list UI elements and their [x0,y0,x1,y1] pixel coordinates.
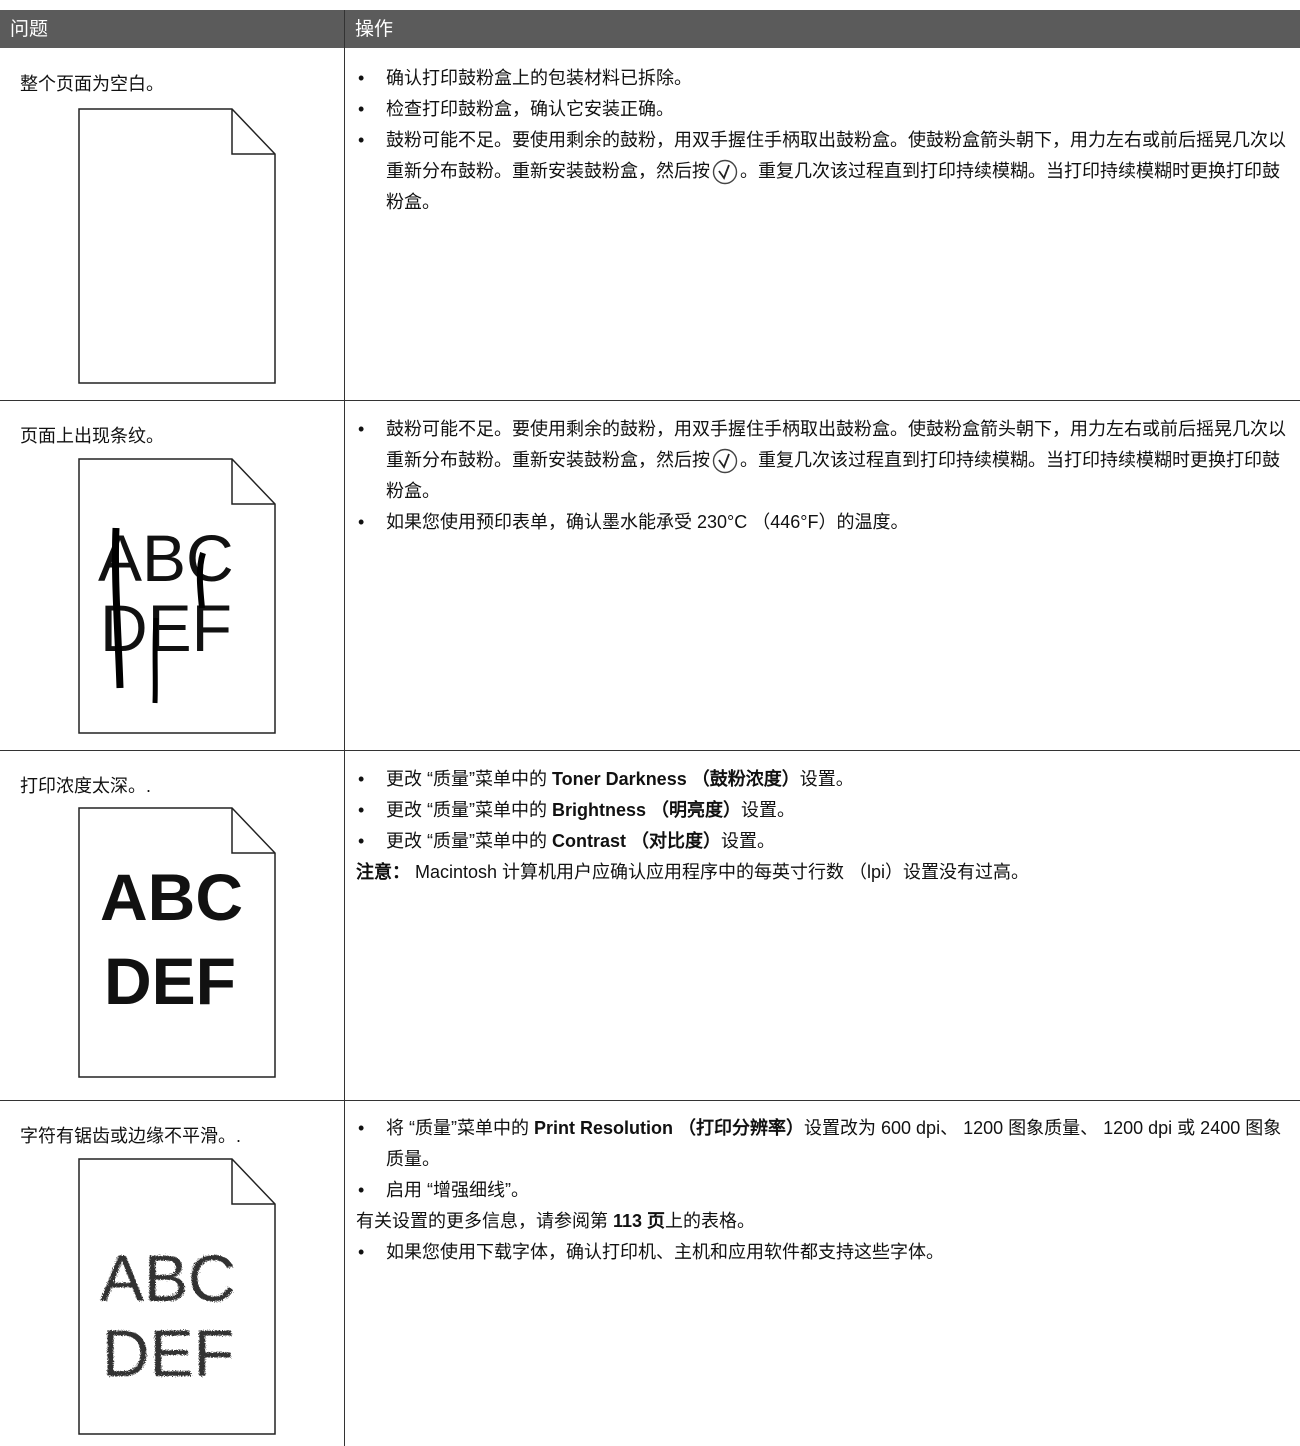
text: 确认打印鼓粉盒上的包装材料已拆除。 [386,68,692,88]
row-divider [0,1100,1300,1101]
text: 鼓粉可能不足。要使用剩余的鼓粉，用双手握住手柄取出鼓粉盒。使鼓粉盒箭头朝下，用力… [386,419,1286,470]
row-divider [0,750,1300,751]
text: 鼓粉可能不足。要使用剩余的鼓粉，用双手握住手柄取出鼓粉盒。使鼓粉盒箭头朝下，用力… [386,130,1286,181]
text: 。重复几次该过程直到打印持续模糊。当打印持续模糊时更换打印鼓粉盒。 [386,450,1280,501]
actions: 确认打印鼓粉盒上的包装材料已拆除。 检查打印鼓粉盒，确认它安装正确。 鼓粉可能不… [356,63,1296,218]
bullet-item: 确认打印鼓粉盒上的包装材料已拆除。 [356,63,1296,94]
text: 113 页 [613,1211,666,1231]
text: 设置。 [741,800,796,820]
actions: 鼓粉可能不足。要使用剩余的鼓粉，用双手握住手柄取出鼓粉盒。使鼓粉盒箭头朝下，用力… [356,414,1296,538]
text: Toner Darkness [552,769,687,789]
problem: 打印浓度太深。. [20,776,152,796]
text: 设置。 [721,831,776,851]
sample-text: DEF [102,1316,234,1390]
problem: 整个页面为空白。 [20,74,164,94]
actions: 更改 “质量”菜单中的 Toner Darkness （鼓粉浓度）设置。 更改 … [356,764,1296,888]
text: Print Resolution [534,1118,673,1138]
text: 更改 “质量”菜单中的 [386,800,552,820]
header-cell: 操作 [355,19,394,40]
text: 将 “质量”菜单中的 [386,1118,534,1138]
text: 启用 “增强细线”。 [386,1180,529,1200]
table-header: 问题 操作 [0,10,1300,48]
row-divider [0,400,1300,401]
text: 有关设置的更多信息，请参阅第 [356,1211,613,1231]
bullet-item: 检查打印鼓粉盒，确认它安装正确。 [356,94,1296,125]
select-button-icon [712,159,738,185]
text: 检查打印鼓粉盒，确认它安装正确。 [386,99,674,119]
page-illustration: ABC DEF [78,1158,276,1435]
bullet-item: 将 “质量”菜单中的 Print Resolution （打印分辨率）设置改为 … [356,1113,1296,1175]
bullet-item: 启用 “增强细线”。 [356,1175,1296,1206]
bullet-item: 如果您使用预印表单，确认墨水能承受 230°C （446°F）的温度。 [356,507,1296,538]
text: （明亮度） [646,800,742,820]
text: 如果您使用下载字体，确认打印机、主机和应用软件都支持这些字体。 [386,1242,944,1262]
bullet-item: 鼓粉可能不足。要使用剩余的鼓粉，用双手握住手柄取出鼓粉盒。使鼓粉盒箭头朝下，用力… [356,414,1296,507]
bullet-item: 鼓粉可能不足。要使用剩余的鼓粉，用双手握住手柄取出鼓粉盒。使鼓粉盒箭头朝下，用力… [356,125,1296,218]
problem: 字符有锯齿或边缘不平滑。. [20,1126,241,1146]
header-cell: 问题 [10,19,49,40]
text: Macintosh 计算机用户应确认应用程序中的每英寸行数 （lpi）设置没有过… [410,862,1030,882]
problem: 页面上出现条纹。 [20,426,164,446]
text: 如果您使用预印表单，确认墨水能承受 230°C （446°F）的温度。 [386,512,909,532]
text: 上的表格。 [665,1211,756,1231]
text: 设置。 [799,769,854,789]
text: Brightness [552,800,647,820]
note: 注意： Macintosh 计算机用户应确认应用程序中的每英寸行数 （lpi）设… [356,857,1296,888]
sample-text: ABC [100,1241,236,1315]
text: 设置改为 600 dpi、 1200 图象质量、 1200 dpi 或 2400… [386,1118,1282,1169]
column-divider [344,10,345,1446]
text: 更改 “质量”菜单中的 [386,769,552,789]
note-label: 注意： [356,862,410,882]
page-illustration [78,108,276,384]
sample-text: ABC [100,860,243,934]
page-illustration: ABC DEF [78,458,276,734]
sample-text: ABC [98,521,234,595]
text: 更改 “质量”菜单中的 [386,831,552,851]
bullet-item: 更改 “质量”菜单中的 Toner Darkness （鼓粉浓度）设置。 [356,764,1296,795]
paragraph: 有关设置的更多信息，请参阅第 113 页上的表格。 [356,1206,1296,1237]
bullet-item: 如果您使用下载字体，确认打印机、主机和应用软件都支持这些字体。 [356,1237,1296,1268]
sample-text: DEF [104,944,236,1018]
page-illustration: ABC DEF [78,807,276,1078]
text: （打印分辨率） [673,1118,805,1138]
text: （对比度） [626,831,722,851]
bullet-item: 更改 “质量”菜单中的 Brightness （明亮度）设置。 [356,795,1296,826]
actions: 将 “质量”菜单中的 Print Resolution （打印分辨率）设置改为 … [356,1113,1296,1268]
text: 。重复几次该过程直到打印持续模糊。当打印持续模糊时更换打印鼓粉盒。 [386,161,1280,212]
text: （鼓粉浓度） [686,769,800,789]
select-button-icon [712,448,738,474]
bullet-item: 更改 “质量”菜单中的 Contrast （对比度）设置。 [356,826,1296,857]
text: Contrast [552,831,627,851]
